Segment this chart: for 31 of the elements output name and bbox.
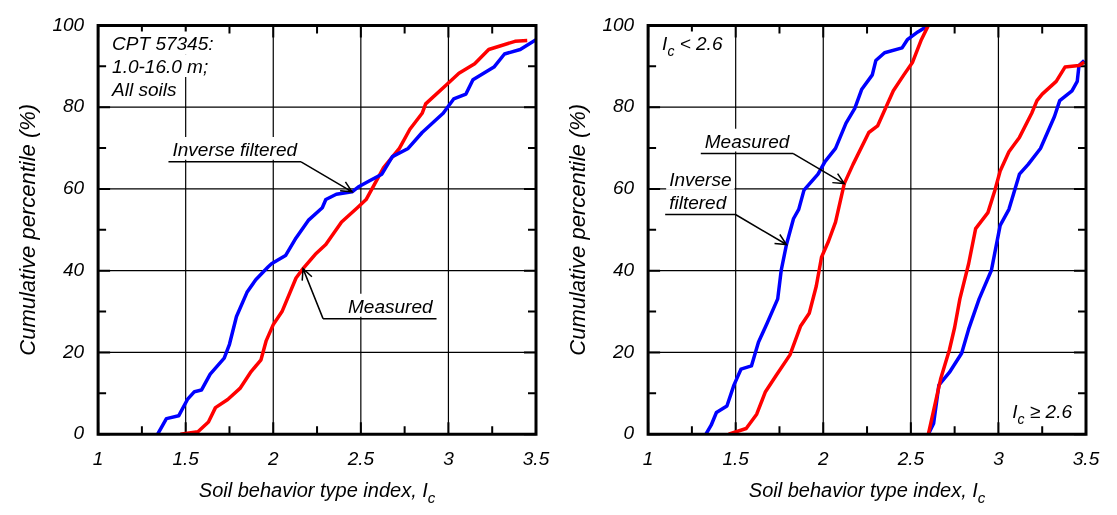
x-tick-label: 3.5	[522, 447, 550, 469]
y-tick-label: 0	[623, 422, 635, 444]
text: Measured	[704, 130, 791, 152]
y-tick-label: 40	[62, 258, 85, 280]
y-tick-label: 60	[612, 177, 635, 199]
x-tick-label: 1	[92, 447, 104, 469]
y-tick-label: 100	[602, 13, 635, 35]
text: Inverse filtered	[669, 168, 732, 213]
y-tick-label: 40	[612, 258, 635, 280]
annotation: CPT 57345: 1.0-16.0 m; All soils	[111, 33, 214, 100]
x-tick-label: 3.5	[1072, 447, 1100, 469]
y-tick-label: 100	[52, 13, 85, 35]
x-tick-label: 2	[816, 447, 829, 469]
y-tick-label: 60	[62, 177, 85, 199]
y-tick-label: 80	[612, 95, 635, 117]
x-tick-label: 2	[266, 447, 279, 469]
y-tick-label: 0	[73, 422, 85, 444]
x-tick-label: 3	[993, 447, 1005, 469]
y-tick-label: 20	[61, 340, 85, 362]
y-tick-label: 80	[62, 95, 85, 117]
x-tick-label: 3	[443, 447, 455, 469]
x-tick-label: 1	[642, 447, 654, 469]
y-axis-title: Cumulative percentile (%)	[15, 103, 41, 356]
text: Measured	[348, 295, 434, 317]
y-tick-label: 20	[611, 340, 635, 362]
x-tick-label: 1.5	[722, 447, 750, 469]
x-tick-label: 2.5	[896, 447, 925, 469]
x-tick-label: 1.5	[172, 447, 200, 469]
text: Inverse filtered	[172, 138, 299, 160]
y-axis-title: Cumulative percentile (%)	[565, 103, 591, 356]
x-tick-label: 2.5	[346, 447, 375, 469]
